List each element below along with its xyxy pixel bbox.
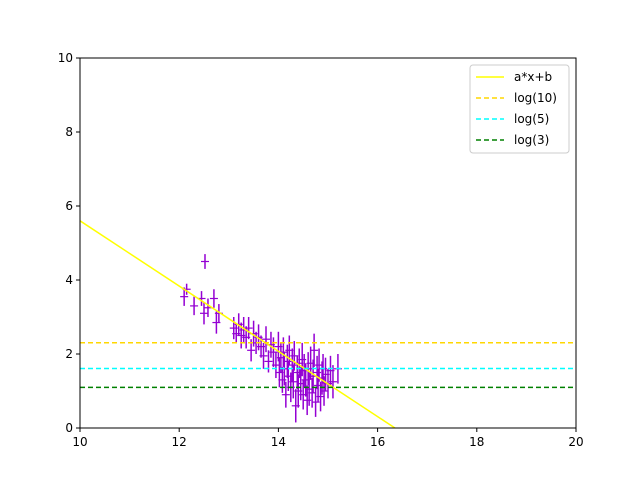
errorbar-point <box>200 254 209 269</box>
errorbar-point <box>271 352 280 379</box>
x-axis: 10 12 14 16 18 20 <box>72 428 584 449</box>
legend: a*x+b log(10) log(5) log(3) <box>469 64 570 154</box>
errorbar-point <box>200 302 208 325</box>
legend-box <box>469 64 570 154</box>
errorbar-point <box>259 342 268 369</box>
plot-frame <box>79 57 577 429</box>
plot-area <box>80 220 576 428</box>
y-tick-label: 0 <box>65 421 73 435</box>
errorbar-point <box>203 298 212 317</box>
legend-label: log(5) <box>514 112 549 126</box>
x-tick-label: 18 <box>469 435 484 449</box>
errorbar-point <box>190 296 199 316</box>
y-tick-label: 10 <box>58 51 73 65</box>
y-tick-label: 2 <box>65 347 73 361</box>
x-tick-label: 20 <box>568 435 583 449</box>
errorbar-point <box>244 317 253 340</box>
legend-label: log(10) <box>514 91 557 105</box>
errorbar-point <box>281 381 290 408</box>
errorbar-point <box>328 365 337 399</box>
x-tick-label: 12 <box>172 435 187 449</box>
y-axis: 0 2 4 6 8 10 <box>58 51 80 435</box>
y-tick-label: 4 <box>65 273 73 287</box>
errorbar-point <box>308 378 317 408</box>
series-line-a-x-b <box>80 220 396 428</box>
errorbar-point <box>262 326 270 353</box>
x-tick-label: 16 <box>370 435 385 449</box>
errorbar-point <box>209 289 218 308</box>
legend-label: a*x+b <box>514 70 552 84</box>
y-tick-label: 6 <box>65 199 73 213</box>
x-tick-label: 10 <box>72 435 87 449</box>
errorbar-point <box>289 365 298 399</box>
errorbar-point <box>180 287 189 306</box>
errorbar-point <box>310 333 319 367</box>
x-tick-label: 14 <box>271 435 286 449</box>
y-tick-label: 8 <box>65 125 73 139</box>
legend-label: log(3) <box>514 133 549 147</box>
